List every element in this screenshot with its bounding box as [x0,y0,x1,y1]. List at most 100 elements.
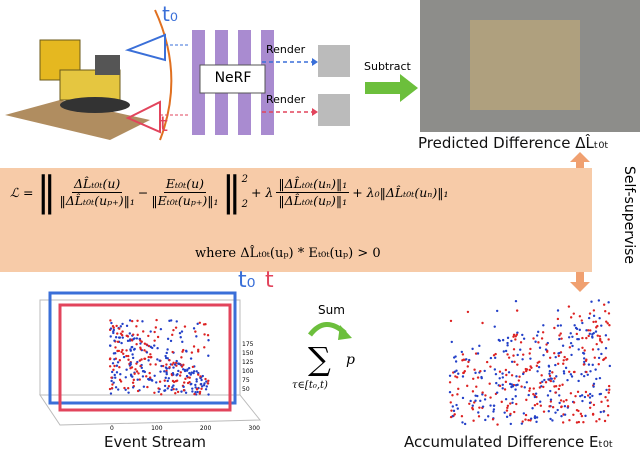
decor-dot [184,349,188,353]
decor-dot [178,374,182,377]
decor-dot [108,357,112,361]
decor-dot [456,407,459,410]
render-label: Render [266,43,306,56]
decor-dot [110,379,113,383]
decor-dot [564,366,568,370]
decor-dot [198,321,202,324]
decor-dot [203,333,206,336]
decor-dot [124,376,127,379]
decor-dot [549,400,553,403]
decor-dot [111,383,114,386]
decor-dot [606,322,609,325]
y-tick-label: 100 [242,368,254,375]
decor-dot [109,327,113,330]
decor-dot [110,321,113,325]
numerator: ‖ΔL̂ₜ₀ₜ(uₙ)‖₁ [276,176,350,193]
decor-dot [494,372,498,376]
decor-dot [507,356,511,359]
decor-dot [506,406,509,410]
tail: + λ₀‖ΔL̂ₜ₀ₜ(uₙ)‖₁ [352,184,449,200]
decor-dot [535,364,539,368]
render-image [318,45,350,77]
decor-dot [192,370,196,373]
decor-dot [516,331,519,334]
decor-dot [584,414,587,418]
decor-dot [112,328,116,332]
decor-dot [489,356,493,360]
decor-dot [548,372,551,375]
fraction: Eₜ₀ₜ(u) ‖Eₜ₀ₜ(uₚ₊)‖₁ [151,176,218,208]
decor-dot [481,393,484,396]
decor-dot [131,375,134,378]
decor-dot [560,414,563,418]
decor-dot [520,385,523,388]
decor-dot [197,373,200,376]
decor-dot [207,339,210,342]
decor-dot [196,322,199,326]
decor-dot [483,369,486,373]
decor-dot [522,337,526,340]
decor-dot [524,413,528,417]
decor-dot [131,333,135,336]
decor-dot [591,348,595,351]
decor-dot [166,357,169,360]
decor-dot [585,336,588,340]
decor-dot [119,332,123,335]
decor-dot [512,335,515,338]
minus: − [137,184,149,200]
decor-dot [509,422,513,426]
decor-dot [182,389,186,392]
decor-dot [554,363,557,367]
decor-dot [145,343,148,346]
arrowhead [312,58,318,66]
decor-dot [528,352,531,355]
decor-dot [533,395,537,399]
y-tick-label: 150 [242,350,254,357]
decor-dot [578,315,582,318]
decor-dot [597,348,600,351]
decor-dot [549,379,553,383]
sigma-term: p [346,352,355,368]
decor-dot [190,371,193,374]
decor-dot [556,309,560,312]
decor-dot [563,413,567,416]
decor-dot [592,331,595,335]
decor-dot [556,324,560,327]
decor-dot [455,376,459,379]
decor-dot [448,381,452,384]
decor-dot [521,358,524,361]
decor-dot [606,414,610,417]
decor-dot [549,417,552,421]
decor-dot [155,381,158,384]
decor-dot [582,363,586,366]
decor-dot [116,388,120,391]
decor-dot [524,418,527,421]
label-t: t [265,268,274,293]
decor-dot [142,330,145,333]
decor-dot [195,380,198,383]
decor-dot [580,319,583,322]
decor-dot [492,408,496,411]
predicted-caption: Predicted Difference ΔL̂ₜ₀ₜ [418,134,609,152]
decor-dot [123,386,126,390]
decor-dot [554,411,557,414]
decor-dot [127,386,130,390]
side-label: Self-supervise [621,166,637,264]
decor-dot [112,381,115,384]
decor-dot [472,419,475,422]
decor-dot [182,385,185,389]
decor-dot [454,375,457,378]
decor-dot [582,421,585,424]
decor-dot [147,334,150,338]
decor-dot [457,387,460,391]
decor-dot [449,401,452,404]
decor-dot [570,375,574,378]
decor-dot [604,310,607,313]
decor-dot [500,400,503,404]
decor-dot [452,409,456,413]
decor-dot [469,399,472,403]
decor-dot [551,419,554,422]
y-tick-label: 125 [242,359,254,366]
decor-dot [575,332,579,336]
